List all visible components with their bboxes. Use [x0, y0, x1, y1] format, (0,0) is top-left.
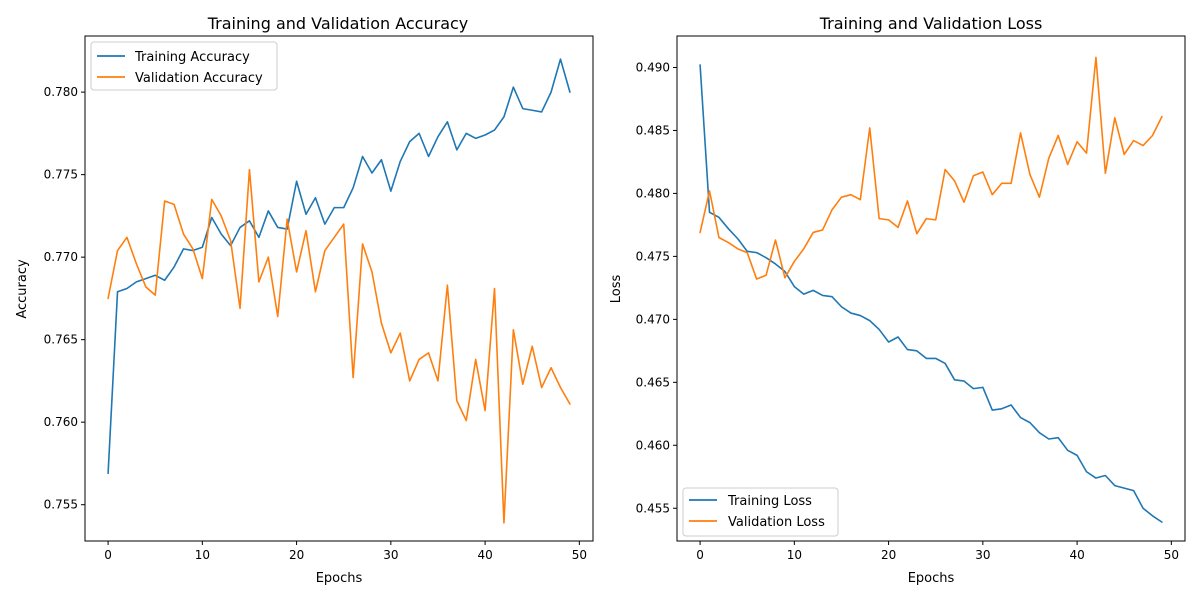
- loss-legend-box: [682, 487, 839, 537]
- loss-plot-frame: [676, 35, 1186, 542]
- y-tick-label: 0.760: [44, 415, 78, 429]
- y-tick-label: 0.480: [636, 186, 670, 200]
- loss-legend: Training Loss Validation Loss: [682, 487, 839, 537]
- loss-chart-title: Training and Validation Loss: [819, 14, 1043, 33]
- y-tick-label: 0.475: [636, 249, 670, 263]
- loss-y-axis: 0.455 0.460 0.465 0.470 0.475 0.480 0.485 0.490: [636, 60, 677, 515]
- y-tick-label: 0.765: [44, 333, 78, 347]
- legend-label-validation-accuracy: Validation Accuracy: [135, 71, 263, 86]
- legend-label-training-loss: Training Loss: [727, 494, 812, 509]
- x-tick-label: 0: [696, 548, 704, 562]
- accuracy-legend: Training Accuracy Validation Accuracy: [90, 41, 278, 91]
- x-tick-label: 50: [572, 548, 587, 562]
- x-tick-label: 50: [1164, 548, 1179, 562]
- y-tick-label: 0.465: [636, 375, 670, 389]
- x-tick-label: 20: [881, 548, 896, 562]
- loss-x-axis: 0 10 20 30 40 50: [696, 541, 1179, 562]
- accuracy-lines: [107, 58, 571, 524]
- y-tick-label: 0.460: [636, 438, 670, 452]
- accuracy-x-axis-label: Epochs: [316, 571, 363, 586]
- loss-lines: [699, 56, 1163, 523]
- series-line-validation-loss: [699, 56, 1163, 280]
- series-line-training-accuracy: [107, 58, 571, 475]
- x-tick-label: 40: [1069, 548, 1084, 562]
- x-tick-label: 40: [477, 548, 492, 562]
- loss-y-axis-label: Loss: [609, 275, 624, 304]
- legend-label-training-accuracy: Training Accuracy: [134, 50, 250, 65]
- accuracy-x-axis: 0 10 20 30 40 50: [104, 541, 587, 562]
- y-tick-label: 0.775: [44, 168, 78, 182]
- y-tick-label: 0.470: [636, 312, 670, 326]
- y-tick-label: 0.490: [636, 60, 670, 74]
- x-tick-label: 20: [289, 548, 304, 562]
- x-tick-label: 0: [104, 548, 112, 562]
- y-tick-label: 0.755: [44, 498, 78, 512]
- y-tick-label: 0.770: [44, 250, 78, 264]
- series-line-training-loss: [699, 64, 1163, 523]
- accuracy-plot-frame: [84, 35, 594, 542]
- accuracy-y-axis-label: Accuracy: [15, 259, 30, 319]
- x-tick-label: 30: [383, 548, 398, 562]
- loss-x-axis-label: Epochs: [908, 571, 955, 586]
- accuracy-legend-box: [90, 41, 278, 91]
- x-tick-label: 10: [195, 548, 210, 562]
- accuracy-y-axis: 0.755 0.760 0.765 0.770 0.775 0.780: [44, 85, 85, 512]
- legend-label-validation-loss: Validation Loss: [728, 515, 825, 530]
- x-tick-label: 10: [787, 548, 802, 562]
- accuracy-chart-title: Training and Validation Accuracy: [207, 14, 469, 33]
- x-tick-label: 30: [975, 548, 990, 562]
- series-line-validation-accuracy: [107, 168, 571, 524]
- accuracy-chart: Training and Validation Accuracy 0.7550.…: [15, 14, 594, 586]
- y-tick-label: 0.780: [44, 85, 78, 99]
- y-tick-label: 0.485: [636, 123, 670, 137]
- y-tick-label: 0.455: [636, 501, 670, 515]
- loss-chart: Training and Validation Loss 0.4550.4600…: [609, 14, 1186, 586]
